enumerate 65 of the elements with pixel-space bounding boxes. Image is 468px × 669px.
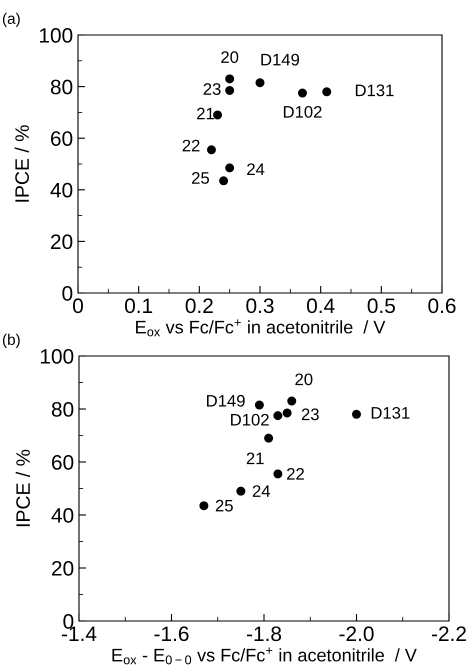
point	[206, 145, 216, 154]
y-axis-title: IPCE / %	[16, 450, 30, 526]
annotation: 22	[287, 468, 304, 480]
annotation: 20	[295, 373, 312, 386]
y-tick-label: 80	[52, 402, 74, 417]
point	[256, 78, 264, 88]
point	[264, 434, 274, 443]
y-tick-label: 100	[40, 349, 74, 364]
y-tick-label: 0	[62, 286, 72, 301]
x-tick-label: 0.1	[125, 298, 152, 314]
point	[273, 411, 282, 420]
x-tick-label: 0.4	[307, 298, 335, 314]
y-tick-label: 0	[63, 614, 74, 629]
annotation: 23	[302, 408, 319, 420]
x-tick-label: 0	[73, 298, 83, 314]
y-axis-title: IPCE / %	[14, 125, 29, 202]
annotation: D131	[356, 84, 394, 96]
x-axis-title: E$_{ox}$ - E$_{0−0}$ vs Fc/Fc$^{+}$ in acetonitrile / V	[112, 647, 417, 664]
annotation: D131	[372, 406, 410, 419]
x-axis-title: E$_{ox}$ vs Fc/Fc$^{+}$ in acetonitrile / V	[136, 319, 386, 336]
x-tick-label: -1.6	[154, 626, 189, 642]
point	[322, 87, 332, 96]
annotation: 20	[221, 51, 238, 64]
x-tick-label: -2.2	[432, 626, 466, 641]
point	[287, 396, 296, 406]
y-tick-label: 20	[52, 561, 74, 576]
point	[254, 400, 264, 410]
annotation: 25	[192, 172, 210, 184]
annotation: 21	[197, 108, 214, 120]
point	[225, 74, 234, 84]
x-tick-label: 0.5	[368, 298, 395, 314]
y-tick-label: 80	[50, 80, 72, 94]
annotation: D102	[284, 106, 322, 118]
x-tick-label: 0.6	[428, 298, 456, 314]
annotation: 21	[246, 452, 264, 464]
x-tick-label: -1.4	[62, 626, 96, 641]
y-tick-label: 60	[51, 131, 72, 146]
annotation: 23	[204, 83, 221, 95]
chart-title: (a)	[2, 12, 20, 27]
annotation: 25	[216, 500, 233, 512]
annotation: 24	[247, 163, 264, 175]
annotation: D102	[231, 414, 269, 426]
chart-title: (b)	[2, 334, 20, 348]
x-tick-label: -2.0	[339, 626, 374, 642]
y-tick-label: 40	[50, 182, 72, 198]
annotation: D149	[261, 54, 300, 66]
point	[219, 176, 228, 186]
y-tick-label: 20	[51, 234, 72, 250]
point	[225, 163, 234, 172]
y-tick-label: 40	[51, 508, 74, 523]
x-tick-label: -1.8	[246, 626, 282, 642]
x-tick-label: 0.2	[186, 298, 213, 314]
x-tick-label: 0.3	[246, 298, 274, 314]
y-tick-label: 60	[52, 455, 74, 470]
point	[225, 86, 234, 95]
annotation: 24	[252, 485, 270, 497]
point	[236, 486, 246, 496]
point	[282, 408, 292, 418]
y-tick-label: 100	[40, 28, 72, 43]
point	[352, 410, 361, 419]
annotation: 22	[182, 140, 200, 152]
point	[298, 88, 307, 98]
annotation: D149	[207, 394, 245, 407]
point	[273, 469, 282, 478]
point	[199, 501, 208, 510]
